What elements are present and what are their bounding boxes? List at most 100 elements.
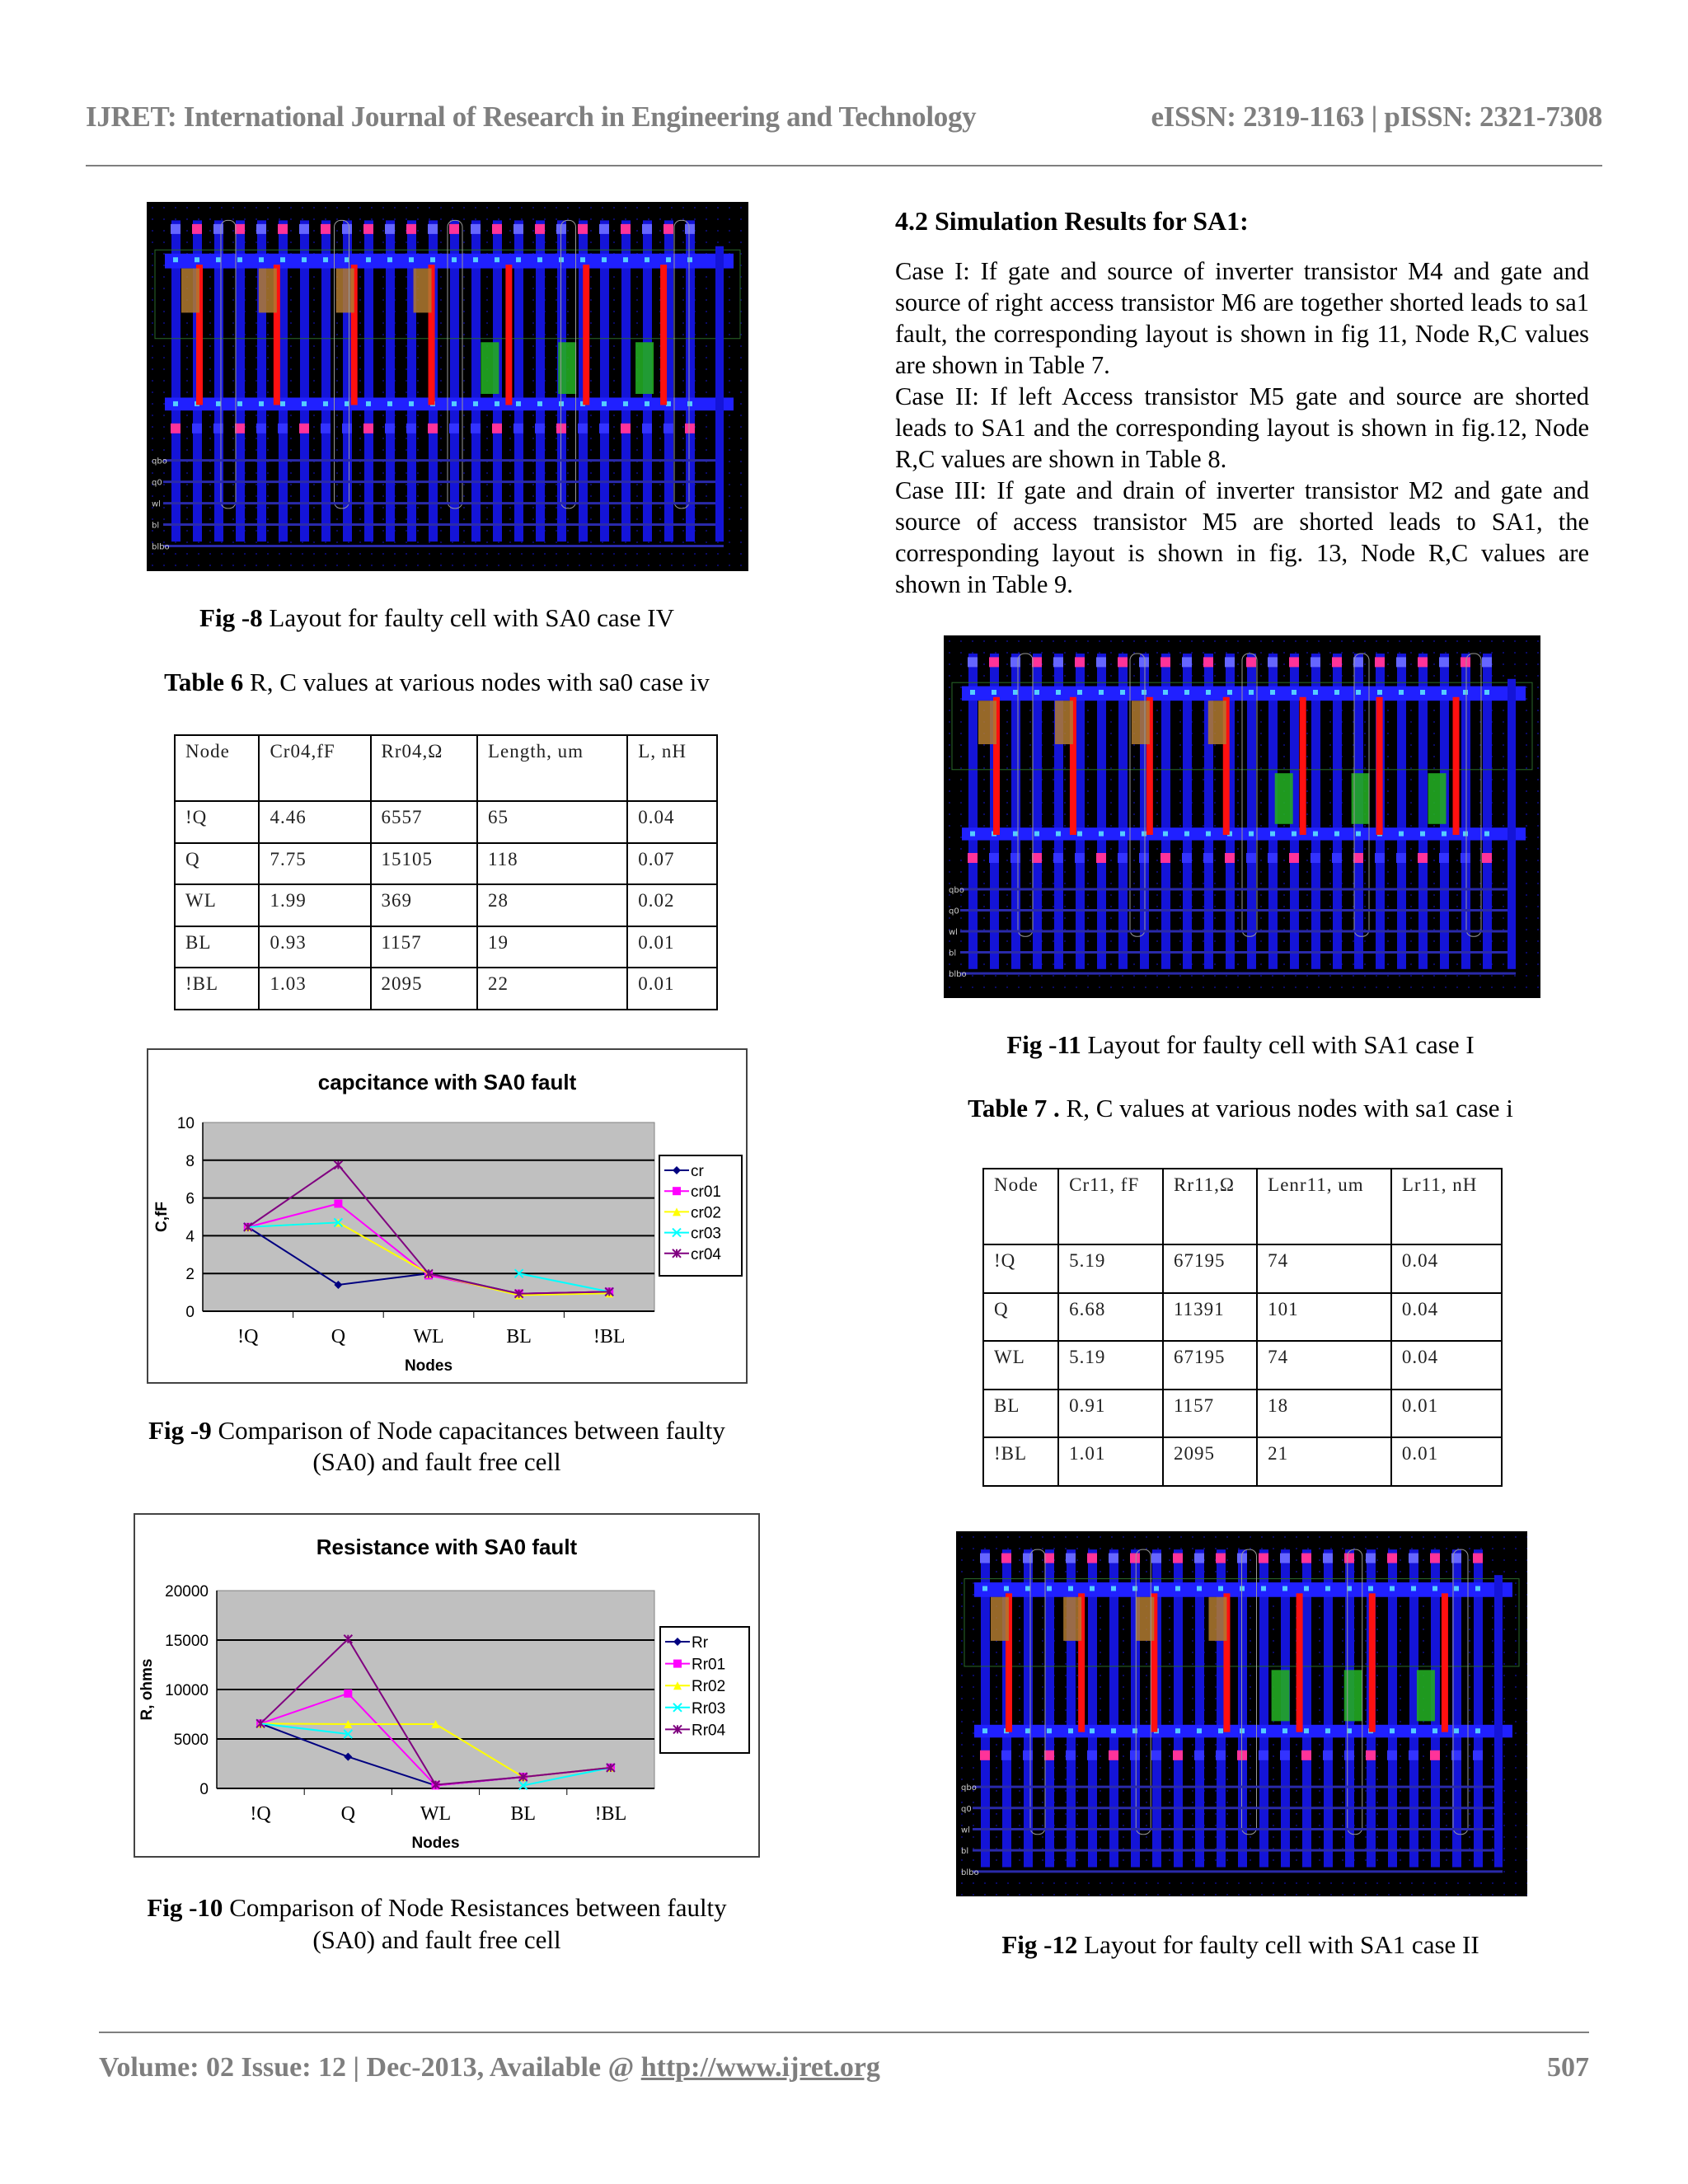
via: [1227, 690, 1232, 695]
table-cell: 0.01: [626, 925, 718, 969]
contact: [1482, 853, 1492, 863]
via: [1025, 1728, 1030, 1734]
contact: [492, 223, 502, 234]
contact: [1353, 657, 1363, 668]
table-cell: 1157: [369, 925, 478, 969]
via: [970, 690, 975, 695]
data-point: [518, 1780, 528, 1791]
via: [1475, 1728, 1480, 1734]
contact: [1203, 657, 1213, 668]
via: [1270, 690, 1275, 695]
contact: [1375, 853, 1385, 863]
contact: [492, 423, 502, 434]
fig11-caption: Fig -11 Layout for faulty cell with SA1 …: [890, 1030, 1591, 1060]
via: [623, 257, 628, 263]
resistance-chart: Resistance with SA0 fault 0 5000 10000 15000…: [134, 1513, 760, 1858]
metal-column: [450, 220, 459, 542]
table-cell: !BL: [173, 967, 260, 1010]
metal-column: [1024, 1549, 1033, 1868]
metal-column: [1507, 678, 1516, 969]
via: [280, 401, 285, 406]
y-axis-label: C,fF: [153, 1202, 171, 1232]
table-cell: 15105: [369, 841, 478, 886]
via: [1411, 1728, 1416, 1734]
contact: [1118, 853, 1128, 863]
via: [1090, 1586, 1095, 1591]
via: [666, 401, 671, 406]
table-cell: 74: [1256, 1340, 1392, 1390]
table6-caption: Table 6 R, C values at various nodes wit…: [82, 668, 791, 697]
pmos-diffusion: [181, 268, 199, 313]
column-header: Rr11,Ω: [1161, 1168, 1259, 1245]
net-label: wl: [152, 500, 161, 509]
contact: [1409, 1750, 1418, 1760]
cell-outline: [1347, 1549, 1363, 1835]
data-point: [344, 1752, 353, 1761]
via: [1420, 690, 1425, 695]
net-label: wl: [961, 1825, 970, 1835]
net-label: bl: [949, 949, 956, 958]
cell-outline: [220, 219, 237, 509]
via: [1175, 1728, 1180, 1734]
via: [1090, 1728, 1095, 1734]
via: [195, 257, 199, 263]
poly-line: [505, 265, 513, 405]
via: [280, 257, 285, 263]
via: [1313, 690, 1318, 695]
via: [495, 401, 499, 406]
via: [1056, 690, 1061, 695]
nmos-diffusion: [1343, 1670, 1362, 1722]
nmos-diffusion: [1274, 773, 1293, 824]
net-label: qbo: [152, 457, 167, 466]
pmos-diffusion: [1063, 1596, 1082, 1641]
fig12-label: Fig -12: [1001, 1930, 1078, 1959]
metal-column: [236, 220, 245, 542]
table-cell: WL: [982, 1340, 1060, 1390]
contact: [1066, 1750, 1076, 1760]
via: [1197, 1586, 1202, 1591]
table-cell: 2095: [1161, 1436, 1259, 1487]
contact: [1075, 657, 1085, 668]
table-cell: WL: [173, 883, 260, 927]
legend-marker: [673, 1187, 681, 1196]
via: [237, 257, 242, 263]
table-row: BL 0.93 1157 19 0.01: [173, 925, 718, 969]
via: [1025, 1586, 1030, 1591]
x-tick-label: !BL: [595, 1803, 627, 1825]
via: [1047, 1728, 1052, 1734]
contact: [1139, 853, 1149, 863]
via: [1484, 690, 1489, 695]
pmos-diffusion: [1136, 1596, 1155, 1641]
table-cell: 67195: [1161, 1244, 1259, 1294]
contact: [1289, 853, 1299, 863]
poly-line: [583, 265, 590, 405]
contact: [1182, 853, 1192, 863]
contact: [1109, 1553, 1118, 1563]
pmos-diffusion: [413, 268, 432, 313]
via: [1442, 690, 1447, 695]
contact: [1053, 853, 1063, 863]
capacitance-chart: capcitance with SA0 fault 0 2 4 6 8 10 !Q Q WL BL!…: [147, 1048, 748, 1384]
table6-caption-text: R, C values at various nodes with sa0 ca…: [243, 668, 710, 696]
poly-line: [1376, 696, 1383, 835]
metal-column: [1268, 654, 1278, 969]
contact: [1473, 1553, 1483, 1563]
contact: [1109, 1750, 1118, 1760]
contact: [968, 657, 978, 668]
data-point: [334, 1199, 343, 1208]
table-cell: 2095: [369, 967, 478, 1010]
via: [1484, 831, 1489, 837]
contact: [299, 423, 309, 434]
metal-column: [1161, 654, 1170, 969]
via: [1390, 1586, 1395, 1591]
table7-label: Table 7 .: [968, 1094, 1060, 1122]
via: [623, 401, 628, 406]
net-label: qbo: [961, 1783, 977, 1793]
poly-line: [1223, 1593, 1231, 1732]
contact: [1216, 1750, 1226, 1760]
poly-line: [1441, 1593, 1448, 1732]
poly-line: [1222, 696, 1230, 835]
metal-column: [1045, 1549, 1054, 1868]
contact: [1001, 1553, 1011, 1563]
journal-link[interactable]: http://www.ijret.org: [640, 2052, 880, 2083]
